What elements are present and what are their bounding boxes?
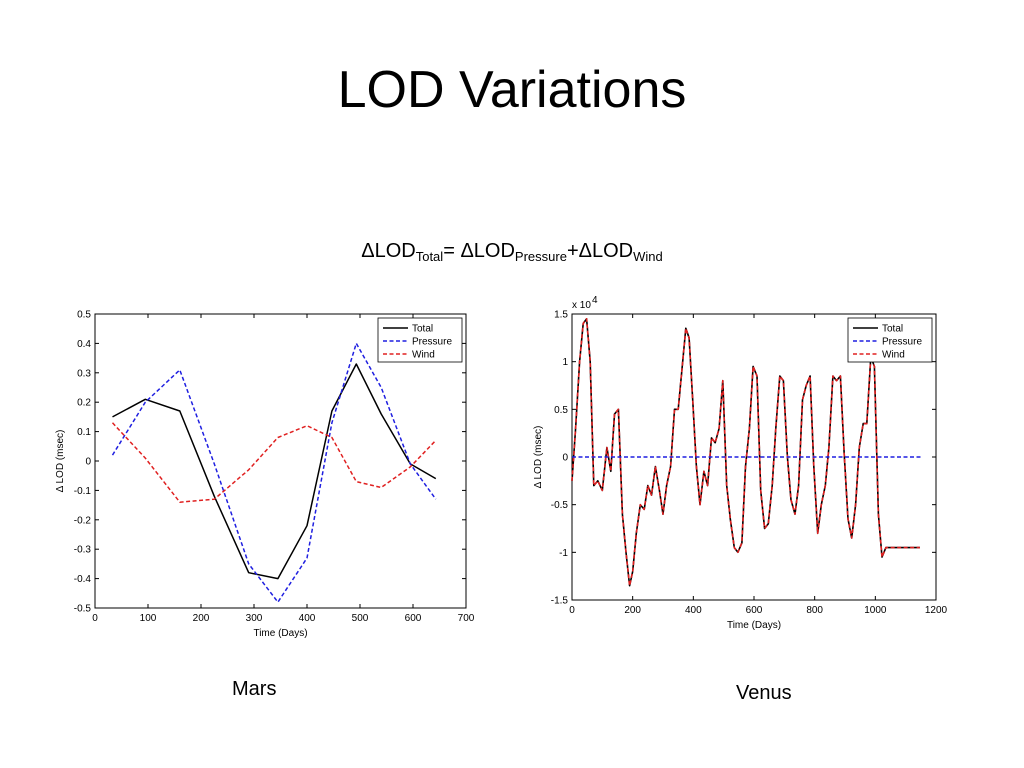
y-tick-label: 0: [562, 453, 568, 464]
y-tick-label: -0.3: [74, 545, 92, 556]
x-tick-label: 0: [92, 613, 98, 624]
y-tick-label: 0.5: [554, 405, 568, 416]
y-tick-label: -1: [559, 548, 568, 559]
eq-plus: +: [566, 240, 579, 262]
legend-label-wind: Wind: [882, 350, 905, 361]
legend-label-pressure: Pressure: [882, 337, 922, 348]
y-tick-label: 0.4: [77, 339, 91, 350]
y-axis-label: Δ LOD (msec): [533, 426, 544, 489]
x-tick-label: 300: [246, 613, 263, 624]
series-line-wind: [571, 318, 920, 587]
y-tick-label: -0.1: [74, 486, 92, 497]
x-axis-label: Time (Days): [727, 620, 781, 631]
x-tick-label: 400: [685, 605, 702, 616]
y-tick-label: -0.4: [74, 574, 92, 585]
y-scale-note: x 10: [572, 300, 591, 311]
x-tick-label: 1200: [925, 605, 948, 616]
y-axis-label: Δ LOD (msec): [55, 430, 66, 493]
x-tick-label: 600: [746, 605, 763, 616]
x-tick-label: 200: [624, 605, 641, 616]
y-tick-label: 0.2: [77, 398, 91, 409]
y-tick-label: -1.5: [551, 596, 569, 607]
slide-title: LOD Variations: [337, 61, 687, 119]
x-tick-label: 0: [569, 605, 575, 616]
y-tick-label: -0.5: [74, 604, 92, 615]
series-line-wind: [111, 422, 437, 503]
plot-area: [94, 313, 467, 609]
x-axis-label: Time (Days): [253, 628, 307, 639]
legend-label-pressure: Pressure: [412, 337, 452, 348]
x-tick-label: 100: [140, 613, 157, 624]
x-tick-label: 600: [405, 613, 422, 624]
y-tick-label: 0.3: [77, 368, 91, 379]
x-tick-label: 1000: [864, 605, 887, 616]
y-tick-label: 0.5: [77, 310, 91, 321]
venus-chart: 0 200 400 600 800 1000 1200 -1.5 -1 -0.5 0 0.5 1 1.5 T…: [533, 295, 948, 631]
x-tick-label: 200: [193, 613, 210, 624]
y-tick-label: 1.5: [554, 310, 568, 321]
y-tick-label: 1: [562, 357, 568, 368]
eq-equals: =: [443, 240, 461, 262]
series-line-total: [112, 363, 437, 580]
mars-chart: 0 100 200 300 400 500 600 700 -0.5 -0.4 -0.3 -0.2 -0…: [55, 310, 475, 640]
y-tick-label: 0: [85, 457, 91, 468]
x-tick-label: 800: [806, 605, 823, 616]
y-scale-exponent: 4: [592, 295, 598, 306]
mars-label: Mars: [232, 678, 277, 700]
eq-delta-2: ΔLOD: [460, 240, 515, 262]
legend-label-total: Total: [882, 324, 903, 335]
y-tick-label: 0.1: [77, 427, 91, 438]
eq-sub-pressure: Pressure: [514, 249, 567, 264]
y-tick-label: -0.5: [551, 500, 569, 511]
lod-equation: ΔLODTotal= ΔLODPressure+ΔLODWind: [0, 240, 1024, 264]
legend-label-total: Total: [412, 324, 433, 335]
y-tick-label: -0.2: [74, 515, 92, 526]
x-tick-label: 500: [352, 613, 369, 624]
eq-delta-1: ΔLOD: [361, 240, 416, 262]
legend-label-wind: Wind: [412, 350, 435, 361]
eq-sub-total: Total: [415, 249, 444, 264]
x-tick-label: 700: [458, 613, 475, 624]
x-tick-label: 400: [299, 613, 316, 624]
eq-sub-wind: Wind: [633, 249, 663, 264]
venus-label: Venus: [736, 682, 792, 704]
eq-delta-3: ΔLOD: [578, 240, 634, 262]
